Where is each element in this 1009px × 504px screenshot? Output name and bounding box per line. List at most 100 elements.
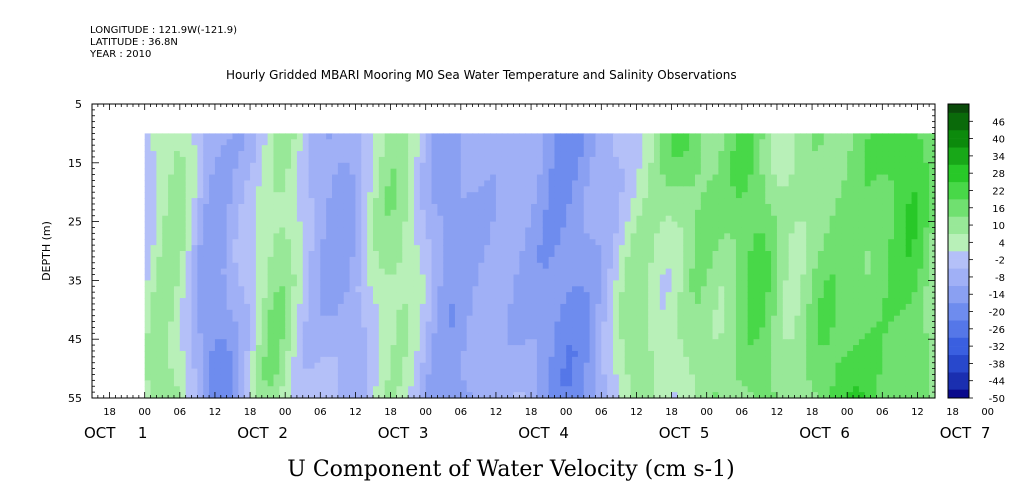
heatmap-cell [765,274,772,281]
heatmap-cell [413,192,421,199]
heatmap-cell [191,268,198,276]
heatmap-cell [694,362,702,370]
heatmap-cell [771,380,778,387]
heatmap-cell [238,133,245,140]
heatmap-cell [349,139,357,146]
heatmap-cell [648,368,655,376]
heatmap-cell [279,315,286,323]
heatmap-cell [291,245,298,252]
heatmap-cell [349,274,357,281]
heatmap-cell [630,339,638,346]
heatmap-cell [583,392,591,399]
heatmap-cell [150,280,157,287]
heatmap-cell [495,227,503,234]
heatmap-cell [443,209,450,217]
heatmap-cell [724,280,731,287]
heatmap-cell [665,174,673,182]
heatmap-cell [367,386,374,393]
heatmap-cell [700,139,708,146]
heatmap-cell [449,315,456,323]
heatmap-cell [355,303,362,311]
heatmap-cell [747,356,755,364]
heatmap-cell [326,303,333,311]
heatmap-cell [156,380,163,387]
heatmap-cell [179,151,187,158]
heatmap-cell [361,274,368,281]
heatmap-cell [735,156,743,164]
heatmap-cell [232,168,239,176]
heatmap-cell [724,339,731,346]
heatmap-cell [700,133,708,140]
heatmap-cell [724,274,731,281]
heatmap-cell [513,339,520,346]
heatmap-cell [355,386,362,393]
heatmap-cell [788,309,796,317]
heatmap-cell [624,215,632,223]
heatmap-cell [355,209,362,217]
heatmap-cell [730,151,737,158]
heatmap-cell [361,309,368,317]
heatmap-cell [425,333,433,340]
heatmap-cell [402,133,409,140]
heatmap-cell [536,362,544,370]
heatmap-cell [654,333,661,340]
heatmap-cell [759,221,766,229]
heatmap-cell [220,392,228,399]
heatmap-cell [296,215,304,223]
heatmap-cell [332,162,339,170]
heatmap-cell [156,239,163,246]
heatmap-cell [654,133,661,140]
heatmap-cell [238,374,245,381]
heatmap-cell [413,374,421,381]
heatmap-cell [484,292,491,299]
heatmap-cell [238,221,245,229]
heatmap-cell [443,221,450,229]
heatmap-cell [771,239,778,246]
heatmap-cell [665,368,673,376]
heatmap-cell [332,168,339,176]
heatmap-cell [689,233,696,240]
heatmap-cell [618,133,626,140]
heatmap-cell [753,280,760,287]
heatmap-cell [162,374,169,381]
heatmap-cell [577,233,585,240]
heatmap-cell [173,239,181,246]
heatmap-cell [706,280,714,287]
heatmap-cell [694,274,702,281]
heatmap-cell [408,298,415,305]
heatmap-cell [776,321,784,329]
heatmap-cell [431,368,438,376]
heatmap-cell [419,133,427,140]
heatmap-cell [320,374,327,381]
heatmap-cell [150,321,157,329]
heatmap-cell [788,356,796,364]
heatmap-cell [185,368,193,376]
heatmap-cell [419,209,427,217]
heatmap-cell [712,174,719,182]
heatmap-cell [285,303,292,311]
heatmap-cell [250,245,257,252]
heatmap-cell [209,151,216,158]
heatmap-cell [659,345,667,352]
heatmap-cell [507,233,515,240]
heatmap-cell [642,298,649,305]
heatmap-cell [273,327,280,334]
heatmap-cell [308,156,316,164]
heatmap-cell [782,274,790,281]
heatmap-cell [373,345,380,352]
heatmap-cell [700,227,708,234]
heatmap-cell [332,321,339,329]
heatmap-cell [759,180,766,187]
heatmap-cell [683,198,690,205]
heatmap-cell [490,215,497,223]
heatmap-cell [741,315,749,323]
heatmap-cell [337,309,345,317]
heatmap-cell [765,386,772,393]
heatmap-cell [753,345,760,352]
heatmap-cell [244,274,251,281]
heatmap-cell [437,268,444,276]
heatmap-cell [320,368,327,376]
heatmap-cell [490,280,497,287]
heatmap-cell [173,356,181,364]
heatmap-cell [735,239,743,246]
